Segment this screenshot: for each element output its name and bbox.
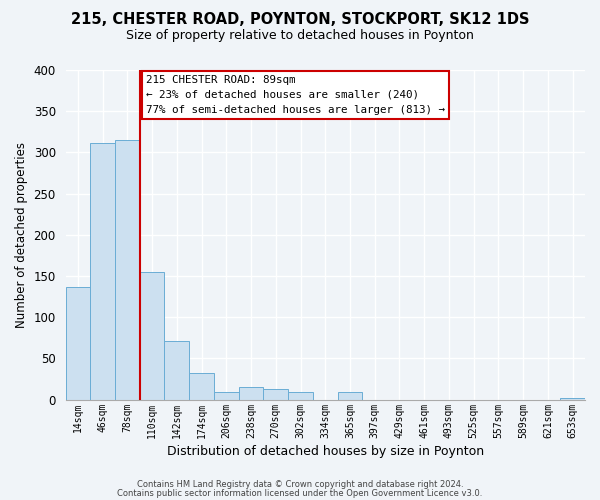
Y-axis label: Number of detached properties: Number of detached properties	[15, 142, 28, 328]
Bar	[115, 140, 140, 400]
Text: 215, CHESTER ROAD, POYNTON, STOCKPORT, SK12 1DS: 215, CHESTER ROAD, POYNTON, STOCKPORT, S…	[71, 12, 529, 28]
Bar	[239, 387, 263, 400]
Bar	[560, 398, 585, 400]
Text: Contains public sector information licensed under the Open Government Licence v3: Contains public sector information licen…	[118, 488, 482, 498]
Text: Size of property relative to detached houses in Poynton: Size of property relative to detached ho…	[126, 28, 474, 42]
Bar	[65, 286, 90, 400]
Text: Contains HM Land Registry data © Crown copyright and database right 2024.: Contains HM Land Registry data © Crown c…	[137, 480, 463, 489]
Bar	[214, 392, 239, 400]
Bar	[288, 392, 313, 400]
Bar	[140, 272, 164, 400]
Bar	[263, 389, 288, 400]
Bar	[90, 144, 115, 400]
Bar	[338, 392, 362, 400]
X-axis label: Distribution of detached houses by size in Poynton: Distribution of detached houses by size …	[167, 444, 484, 458]
Bar	[189, 373, 214, 400]
Text: 215 CHESTER ROAD: 89sqm
← 23% of detached houses are smaller (240)
77% of semi-d: 215 CHESTER ROAD: 89sqm ← 23% of detache…	[146, 75, 445, 114]
Bar	[164, 341, 189, 400]
